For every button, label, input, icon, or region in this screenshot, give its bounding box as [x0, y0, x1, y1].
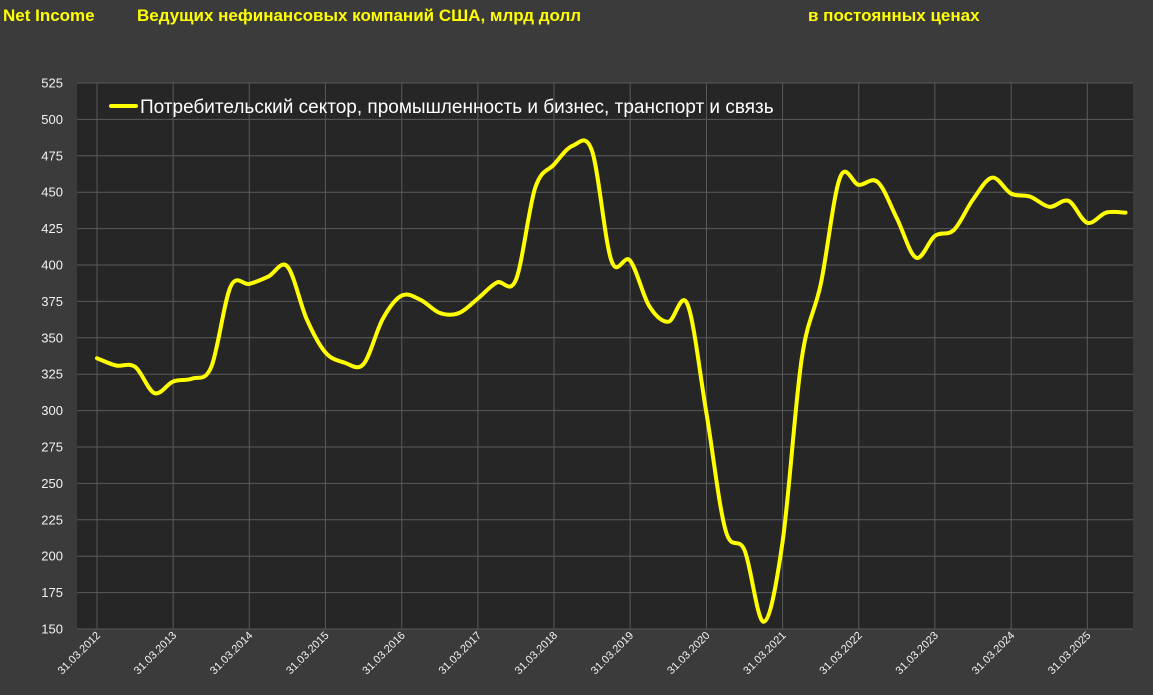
series-group [95, 138, 1128, 624]
x-tick-label: 31.03.2020 [665, 630, 712, 677]
y-tick-label: 300 [41, 403, 63, 418]
y-tick-label: 400 [41, 258, 63, 273]
x-tick-label: 31.03.2015 [284, 630, 331, 677]
legend: Потребительский сектор, промышленность и… [109, 97, 774, 118]
x-axis: 31.03.2012 31.03.2013 31.03.2014 31.03.2015… [56, 630, 1094, 677]
y-tick-label: 325 [41, 367, 63, 382]
x-tick-label: 31.03.2016 [360, 630, 407, 677]
header-title-right: в постоянных ценах [808, 6, 980, 25]
y-tick-label: 225 [41, 512, 63, 527]
gridlines [77, 82, 1133, 630]
x-tick-label: 31.03.2018 [513, 630, 560, 677]
y-axis: 150 175 200 225 250 275 300 325 350 375 400 425 450 4… [41, 76, 63, 637]
x-tick-label: 31.03.2024 [970, 630, 1017, 677]
x-tick-label: 31.03.2019 [589, 630, 636, 677]
plot-area [77, 83, 1133, 629]
series-line [95, 138, 1128, 624]
y-tick-label: 375 [41, 294, 63, 309]
y-tick-label: 425 [41, 221, 63, 236]
x-tick-label: 31.03.2014 [208, 630, 255, 677]
header-title-left: Net Income [3, 6, 95, 25]
x-tick-label: 31.03.2022 [817, 630, 864, 677]
y-tick-label: 475 [41, 148, 63, 163]
legend-label: Потребительский сектор, промышленность и… [140, 97, 774, 118]
x-tick-label: 31.03.2023 [894, 630, 941, 677]
y-tick-label: 350 [41, 330, 63, 345]
x-tick-label: 31.03.2012 [56, 630, 103, 677]
y-tick-label: 450 [41, 185, 63, 200]
y-tick-label: 525 [41, 76, 63, 91]
x-tick-label: 31.03.2021 [741, 630, 788, 677]
y-tick-label: 200 [41, 549, 63, 564]
y-tick-label: 500 [41, 112, 63, 127]
x-tick-label: 31.03.2017 [437, 630, 484, 677]
y-tick-label: 250 [41, 476, 63, 491]
y-tick-label: 175 [41, 585, 63, 600]
header-title-main: Ведущих нефинансовых компаний США, млрд … [137, 6, 582, 25]
y-tick-label: 150 [41, 622, 63, 637]
y-tick-label: 275 [41, 440, 63, 455]
x-tick-label: 31.03.2013 [132, 630, 179, 677]
x-tick-label: 31.03.2025 [1046, 630, 1093, 677]
chart-header: Net Income Ведущих нефинансовых компаний… [0, 0, 1153, 36]
